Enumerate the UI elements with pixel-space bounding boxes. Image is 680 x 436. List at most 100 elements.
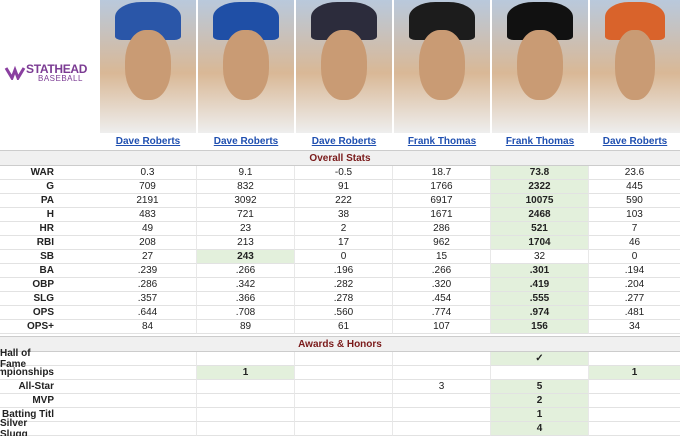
- stat-cell: 1704: [491, 236, 589, 250]
- stat-cell: 23.6: [589, 166, 680, 180]
- stat-cell: 1: [589, 366, 680, 380]
- player-link[interactable]: Frank Thomas: [505, 135, 575, 147]
- stat-cell: [393, 422, 491, 436]
- stat-cell: 243: [197, 250, 295, 264]
- player-face: [517, 30, 563, 100]
- logo: STATHEAD BASEBALL: [4, 62, 100, 83]
- stat-cell: 15: [393, 250, 491, 264]
- stat-cell: 0: [589, 250, 680, 264]
- stat-cell: 34: [589, 320, 680, 334]
- stat-cell: 2322: [491, 180, 589, 194]
- stat-cell: [295, 422, 393, 436]
- stat-cell: 89: [197, 320, 295, 334]
- row-label: HR: [0, 222, 100, 236]
- stat-cell: 107: [393, 320, 491, 334]
- logo-sub: BASEBALL: [38, 74, 83, 83]
- stat-cell: 6917: [393, 194, 491, 208]
- stat-cell: 208: [99, 236, 197, 250]
- stat-cell: 156: [491, 320, 589, 334]
- stat-cell: 2: [295, 222, 393, 236]
- stat-cell: 521: [491, 222, 589, 236]
- stat-cell: 1: [197, 366, 295, 380]
- player-link[interactable]: Dave Roberts: [213, 135, 279, 147]
- stat-cell: .320: [393, 278, 491, 292]
- row-label: RBI: [0, 236, 100, 250]
- stat-cell: [589, 408, 680, 422]
- stat-cell: [491, 366, 589, 380]
- stat-cell: .560: [295, 306, 393, 320]
- stat-cell: [295, 366, 393, 380]
- player-face: [419, 30, 465, 100]
- row-label: BA: [0, 264, 100, 278]
- stat-cell: 3092: [197, 194, 295, 208]
- row-label: PA: [0, 194, 100, 208]
- stat-cell: [393, 352, 491, 366]
- stat-cell: 709: [99, 180, 197, 194]
- stat-cell: 2191: [99, 194, 197, 208]
- stat-cell: 5: [491, 380, 589, 394]
- stat-cell: [197, 352, 295, 366]
- stat-cell: [393, 408, 491, 422]
- stat-cell: .454: [393, 292, 491, 306]
- stat-cell: .278: [295, 292, 393, 306]
- stat-cell: .644: [99, 306, 197, 320]
- stat-cell: 49: [99, 222, 197, 236]
- stat-cell: 7: [589, 222, 680, 236]
- stat-cell: .555: [491, 292, 589, 306]
- section-header: Overall Stats: [0, 150, 680, 166]
- row-label: Batting Titl: [0, 408, 100, 422]
- stat-cell: .774: [393, 306, 491, 320]
- stat-cell: -0.5: [295, 166, 393, 180]
- row-label: Hall of Fame: [0, 348, 100, 370]
- row-label: OBP: [0, 278, 100, 292]
- stat-cell: 1766: [393, 180, 491, 194]
- stat-cell: 590: [589, 194, 680, 208]
- stat-cell: 10075: [491, 194, 589, 208]
- stat-cell: .204: [589, 278, 680, 292]
- logo-icon: [4, 65, 26, 80]
- row-label: All-Star: [0, 380, 100, 394]
- stat-cell: .266: [197, 264, 295, 278]
- stat-cell: .366: [197, 292, 295, 306]
- row-label: SLG: [0, 292, 100, 306]
- stat-cell: 445: [589, 180, 680, 194]
- stat-cell: [295, 394, 393, 408]
- player-face: [125, 30, 171, 100]
- player-link[interactable]: Frank Thomas: [407, 135, 477, 147]
- player-link[interactable]: Dave Roberts: [602, 135, 668, 147]
- stat-cell: .342: [197, 278, 295, 292]
- stat-cell: 1671: [393, 208, 491, 222]
- stat-cell: 0: [295, 250, 393, 264]
- stat-cell: [295, 408, 393, 422]
- stat-cell: [197, 394, 295, 408]
- stat-cell: .708: [197, 306, 295, 320]
- stat-cell: 46: [589, 236, 680, 250]
- stat-cell: 18.7: [393, 166, 491, 180]
- stat-cell: 73.8: [491, 166, 589, 180]
- stat-cell: [393, 366, 491, 380]
- stat-cell: 32: [491, 250, 589, 264]
- stat-cell: 3: [393, 380, 491, 394]
- stat-cell: [99, 394, 197, 408]
- stat-cell: .239: [99, 264, 197, 278]
- row-label: WAR: [0, 166, 100, 180]
- stat-cell: 27: [99, 250, 197, 264]
- player-face: [615, 30, 655, 100]
- stat-cell: 9.1: [197, 166, 295, 180]
- stat-cell: [589, 380, 680, 394]
- stat-cell: [99, 408, 197, 422]
- row-label: OPS+: [0, 320, 100, 334]
- stat-cell: 61: [295, 320, 393, 334]
- stat-cell: 23: [197, 222, 295, 236]
- stat-cell: 2: [491, 394, 589, 408]
- player-link[interactable]: Dave Roberts: [311, 135, 377, 147]
- stat-cell: .277: [589, 292, 680, 306]
- stat-cell: .286: [99, 278, 197, 292]
- stat-cell: 213: [197, 236, 295, 250]
- player-link[interactable]: Dave Roberts: [115, 135, 181, 147]
- row-label: Silver Slugg: [0, 418, 100, 436]
- stat-cell: .481: [589, 306, 680, 320]
- stat-cell: [99, 422, 197, 436]
- stat-cell: ✓: [491, 352, 589, 366]
